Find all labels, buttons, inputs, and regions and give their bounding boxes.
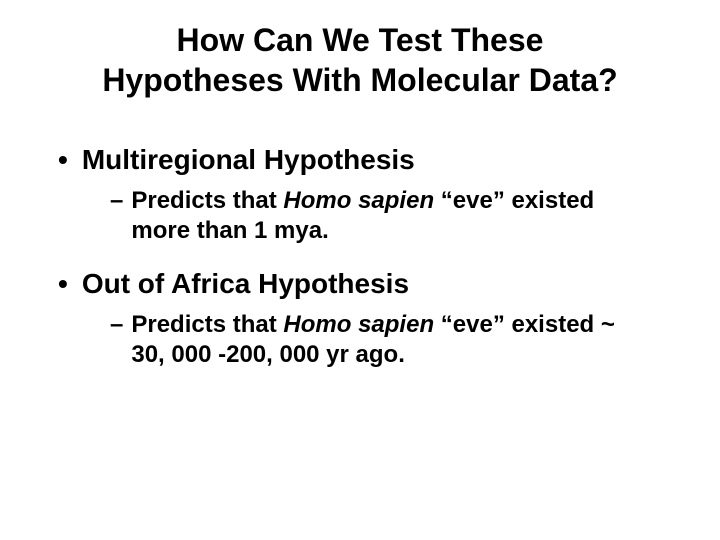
bullet-l1-label: Out of Africa Hypothesis	[82, 268, 409, 300]
bullet-dot-icon: •	[58, 144, 68, 176]
bullet-level2: – Predicts that Homo sapien “eve” existe…	[110, 310, 650, 370]
bullet-l2-text: Predicts that Homo sapien “eve” existed …	[131, 310, 650, 370]
sub-prefix: Predicts that	[131, 187, 283, 214]
bullet-dash-icon: –	[110, 310, 123, 340]
sub-italic: Homo sapien	[283, 187, 434, 214]
bullet-level1: • Out of Africa Hypothesis	[58, 268, 680, 300]
title-line-2: Hypotheses With Molecular Data?	[102, 62, 617, 98]
bullet-level2: – Predicts that Homo sapien “eve” existe…	[110, 186, 650, 246]
slide-title: How Can We Test These Hypotheses With Mo…	[40, 20, 680, 100]
bullet-dot-icon: •	[58, 268, 68, 300]
title-line-1: How Can We Test These	[177, 22, 544, 58]
sub-prefix: Predicts that	[131, 311, 283, 338]
sub-italic: Homo sapien	[283, 311, 434, 338]
bullet-dash-icon: –	[110, 186, 123, 216]
bullet-l2-text: Predicts that Homo sapien “eve” existed …	[131, 186, 650, 246]
bullet-l1-label: Multiregional Hypothesis	[82, 144, 415, 176]
bullet-level1: • Multiregional Hypothesis	[58, 144, 680, 176]
